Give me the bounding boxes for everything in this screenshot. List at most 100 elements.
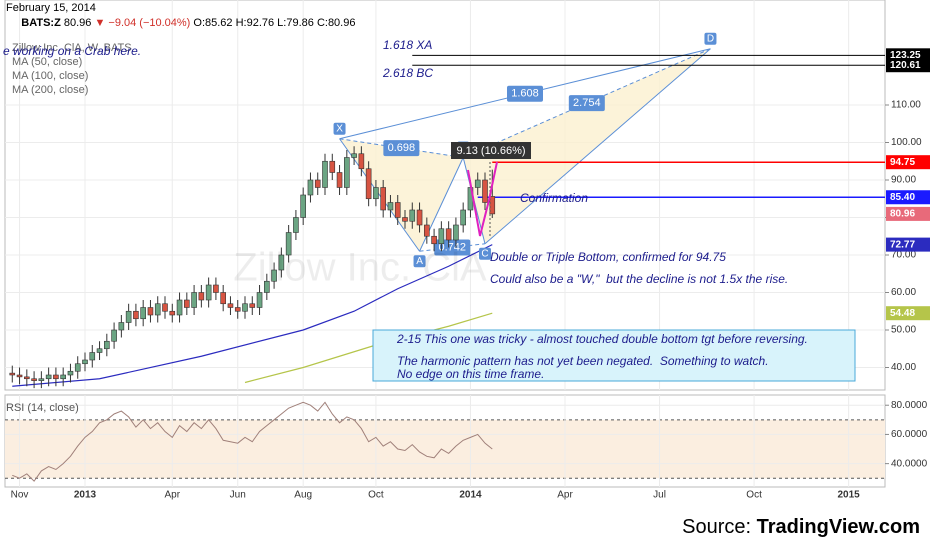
- price-tag-label: 94.75: [890, 157, 915, 168]
- symbol: BATS:Z: [21, 17, 61, 29]
- legend-entry: MA (50, close): [12, 56, 82, 68]
- candle-body: [336, 172, 343, 188]
- w-drawing: [467, 161, 498, 237]
- pattern-leg: [484, 48, 711, 245]
- annotation: 9.13 (10.66%): [456, 145, 525, 157]
- candle-body: [9, 372, 16, 376]
- price-tag: [886, 206, 930, 221]
- annotation: The harmonic pattern has not yet been ne…: [397, 354, 769, 368]
- pattern-point: [413, 255, 426, 268]
- pattern-point-label: D: [707, 33, 714, 44]
- annotation: 1.618 XA: [383, 38, 432, 52]
- candle-body: [380, 187, 386, 211]
- rsi-band: [5, 419, 885, 479]
- candle-body: [162, 303, 168, 312]
- ratio-box: [507, 85, 543, 102]
- ohlc: O:85.62 H:92.76 L:79.86 C:80.96: [193, 17, 355, 29]
- x-tick-label: Aug: [294, 490, 312, 501]
- x-tick-label: 2015: [838, 490, 861, 501]
- price-tag: [886, 237, 930, 252]
- candle-body: [184, 299, 190, 308]
- y-tick-label: 40.0000: [891, 458, 928, 469]
- candle-body: [373, 187, 379, 200]
- y-tick-label: 60.00: [891, 287, 916, 298]
- candle-body: [45, 374, 52, 380]
- candle-body: [96, 348, 103, 353]
- ratio-label: 1.608: [511, 88, 539, 100]
- rsi-line: [12, 401, 493, 482]
- candle-body: [205, 284, 212, 301]
- candle-body: [271, 269, 277, 282]
- candle-body: [198, 292, 205, 301]
- quote-line: BATS:Z 80.96 ▼ −9.04 (−10.04%) O:85.62 H…: [6, 17, 365, 29]
- pattern-point-label: A: [416, 256, 423, 267]
- candle-body: [242, 303, 248, 312]
- candle-body: [358, 153, 365, 170]
- note-box: [372, 329, 856, 382]
- pattern-point: [479, 247, 491, 260]
- candle-body: [489, 196, 496, 215]
- candle-body: [307, 179, 314, 196]
- candle-body: [147, 307, 154, 316]
- candle-body: [82, 359, 88, 365]
- x-tick-label: Jun: [230, 490, 246, 501]
- ratio-label: 0.698: [388, 142, 416, 154]
- candle-body: [293, 217, 299, 233]
- rsi-title: RSI (14, close): [6, 402, 79, 414]
- x-tick-label: Oct: [368, 490, 384, 501]
- annotation: Confirmation: [520, 191, 588, 205]
- candle-body: [249, 303, 256, 308]
- candle-body: [118, 322, 125, 331]
- ratio-box: [568, 95, 605, 112]
- candle-body: [133, 310, 139, 320]
- x-tick-label: Apr: [164, 490, 180, 501]
- candle-body: [24, 376, 30, 380]
- candle-body: [322, 160, 328, 188]
- source: Source: TradingView.com: [682, 516, 920, 538]
- candle-body: [74, 363, 81, 372]
- candle-body: [31, 378, 37, 381]
- candle-body: [111, 329, 117, 342]
- legend-entry: MA (100, close): [12, 70, 88, 82]
- change: ▼ −9.04 (−10.04%): [94, 17, 190, 29]
- candle-body: [227, 303, 234, 308]
- y-tick-label: 40.00: [891, 362, 916, 373]
- candle-body: [154, 303, 161, 316]
- price-tag: [886, 58, 930, 73]
- x-tick-label: Nov: [11, 490, 29, 501]
- ratio-box: [383, 140, 420, 157]
- candle-body: [409, 209, 416, 222]
- y-tick-label: 50.00: [891, 325, 916, 336]
- candle-body: [431, 235, 437, 245]
- moving-average: [12, 244, 493, 387]
- candle-body: [256, 292, 263, 308]
- price-tag-label: 120.61: [890, 60, 921, 71]
- candle-body: [38, 378, 45, 381]
- pattern-area: [463, 48, 711, 244]
- date: February 15, 2014: [6, 2, 96, 14]
- ratio-label: 0.742: [439, 241, 467, 253]
- price-tag-label: 54.48: [890, 308, 915, 319]
- candle-body: [53, 374, 59, 380]
- annotation: Double or Triple Bottom, confirmed for 9…: [490, 250, 726, 264]
- candle-body: [140, 307, 146, 320]
- y-tick-label: 90.00: [891, 175, 916, 186]
- annotation: 2.618 BC: [382, 66, 433, 80]
- y-tick-label: 80.0000: [891, 400, 928, 411]
- candle-body: [387, 202, 394, 211]
- price-panel: [4, 0, 886, 391]
- x-tick-label: Apr: [557, 490, 573, 501]
- candle-body: [220, 292, 226, 305]
- watermark: Zillow Inc. ClA: [233, 246, 487, 290]
- candle-body: [474, 179, 481, 188]
- candle-body: [365, 168, 372, 200]
- price-tag-label: 72.77: [890, 239, 915, 250]
- candle-body: [351, 153, 357, 158]
- y-tick-label: 110.00: [891, 100, 921, 111]
- candle-body: [176, 299, 183, 316]
- price-tag: [886, 190, 930, 205]
- measure-box: [451, 142, 531, 159]
- candle-body: [438, 228, 445, 245]
- source-site: TradingView.com: [757, 516, 920, 538]
